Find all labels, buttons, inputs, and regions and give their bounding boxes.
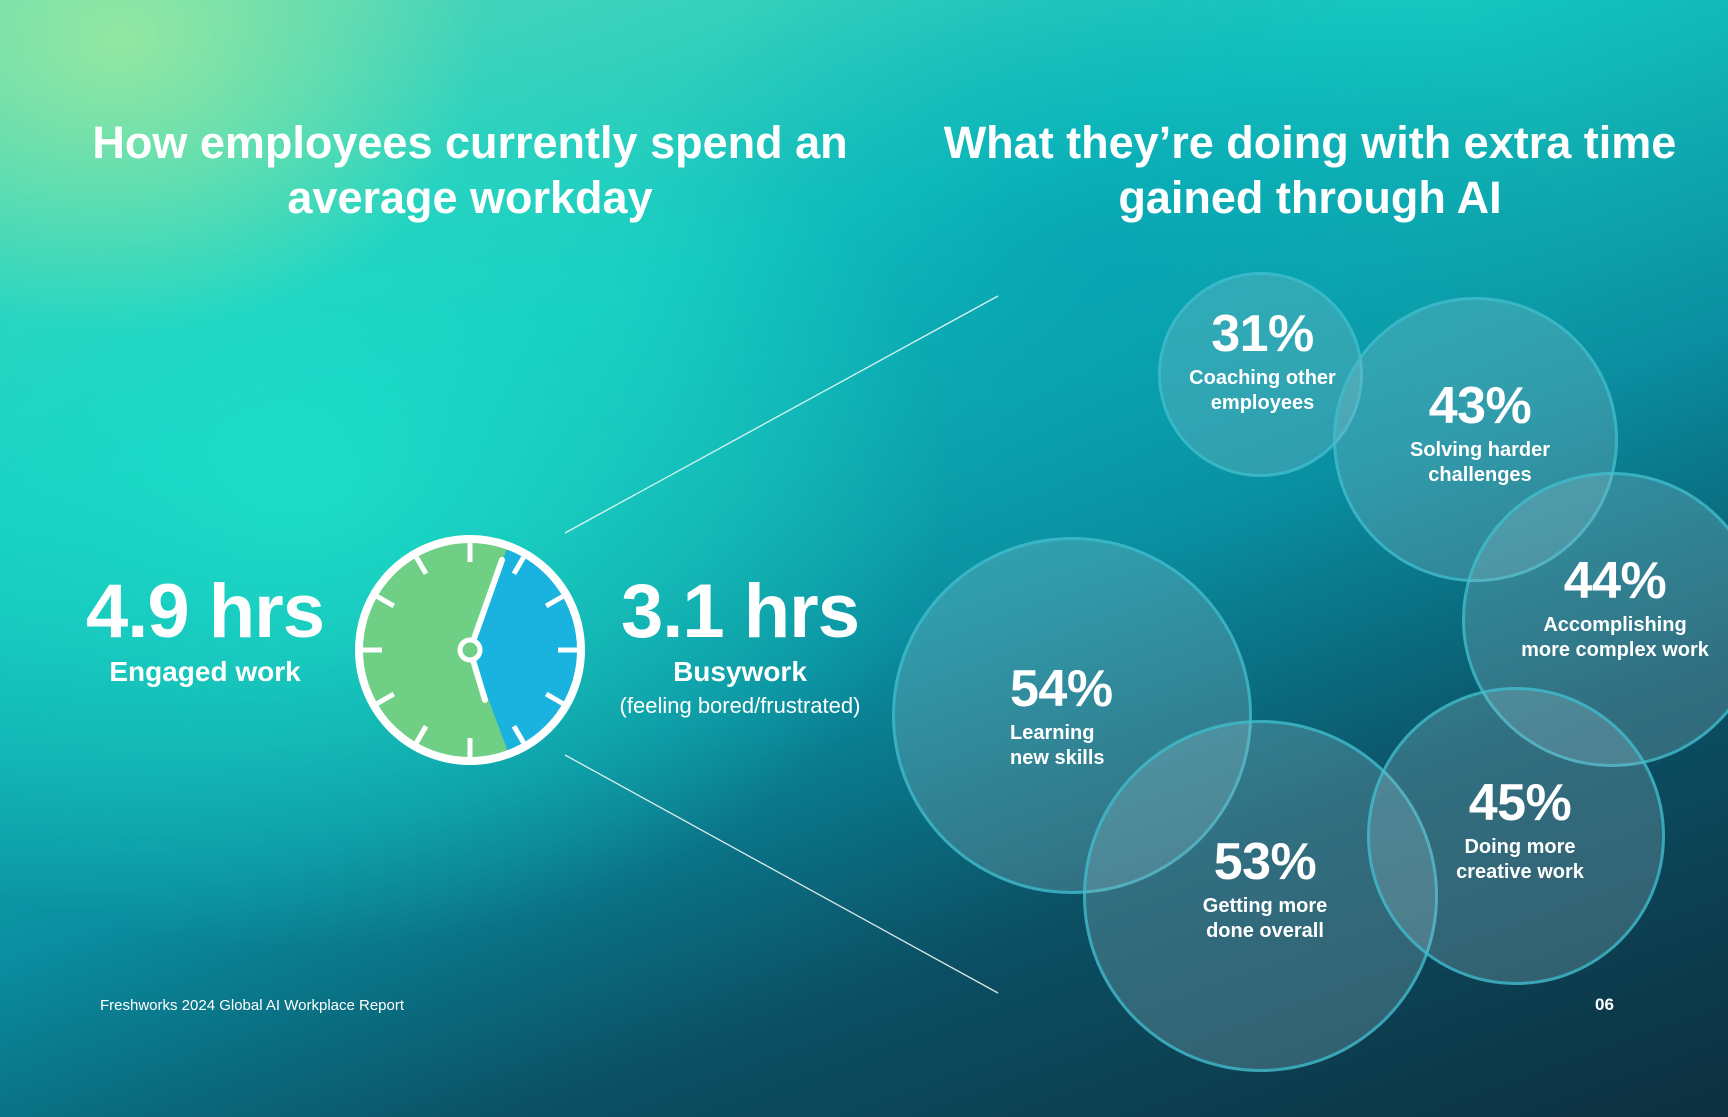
bubble-percent: 44% (1563, 552, 1667, 610)
bubble-label: Solving harder challenges (1409, 439, 1551, 486)
busywork-sublabel: (feeling bored/frustrated) (619, 693, 861, 718)
bubble-percent: 31% (1211, 305, 1314, 363)
bubble-label: Doing more creative work (1456, 836, 1584, 883)
clock-minute-hand (467, 557, 505, 653)
clock-tick (414, 556, 429, 576)
clock-tick (376, 691, 396, 706)
clock-tick (511, 724, 526, 744)
engaged-hours-label: Engaged work (109, 656, 301, 687)
clock-busywork-sector (470, 545, 581, 754)
report-name: Freshworks 2024 Global AI Workplace Repo… (100, 997, 405, 1014)
page-number: 06 (1595, 995, 1614, 1014)
busywork-hours-label: Busywork (673, 656, 807, 687)
clock-tick (414, 724, 429, 744)
bubble-done-text: 53% Getting more done overall (1170, 834, 1360, 944)
bubble-percent: 45% (1468, 774, 1572, 832)
clock-tick (544, 594, 564, 609)
bubble-label: Getting more done overall (1202, 895, 1328, 942)
engaged-hours-value: 4.9 hrs (85, 569, 325, 654)
bubble-creative-text: 45% Doing more creative work (1420, 775, 1620, 885)
bubble-percent: 54% (1010, 660, 1113, 718)
busywork-hours-value: 3.1 hrs (620, 569, 860, 654)
bubble-label: Accomplishing more complex work (1521, 614, 1709, 661)
clock-ticks (363, 543, 577, 757)
bubble-label: Coaching other employees (1189, 367, 1336, 414)
bubble-label: Learning new skills (1010, 722, 1105, 769)
clock-engaged-sector (359, 539, 509, 761)
bubble-coaching-text: 31% Coaching other employees (1160, 306, 1365, 416)
connector-line-top (564, 295, 999, 534)
clock-tick (376, 594, 396, 609)
clock-center (457, 637, 483, 663)
clock-tick (511, 556, 526, 576)
extra-time-title: What they’re doing with extra time gaine… (943, 117, 1677, 223)
clock-icon (355, 535, 585, 765)
workday-title: How employees currently spend an average… (92, 117, 848, 223)
clock-tick (544, 691, 564, 706)
bubble-percent: 53% (1213, 833, 1317, 891)
bubble-creative (1367, 687, 1665, 985)
bubble-solving-text: 43% Solving harder challenges (1380, 378, 1580, 488)
bubble-coaching (1158, 272, 1363, 477)
bubble-learning-text: 54% Learning new skills (1010, 661, 1140, 771)
bubble-percent: 43% (1428, 377, 1532, 435)
bubble-complex-text: 44% Accomplishing more complex work (1500, 553, 1728, 663)
